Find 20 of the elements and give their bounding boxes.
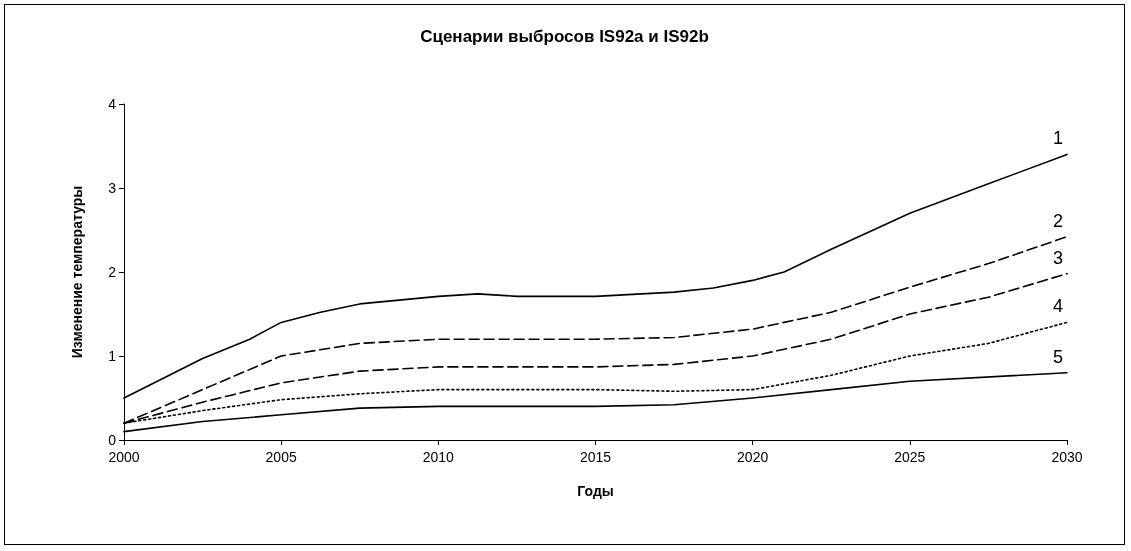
y-axis-title: Изменение температуры	[69, 185, 85, 359]
y-tick-label: 3	[108, 180, 117, 196]
x-axis-title: Годы	[577, 483, 614, 499]
x-tick-label: 2010	[422, 449, 455, 465]
y-tick-label: 4	[108, 96, 117, 112]
series-label: 2	[1053, 210, 1064, 231]
x-tick-label: 2005	[265, 449, 297, 465]
series-label: 3	[1053, 247, 1064, 268]
y-tick-label: 2	[108, 264, 117, 280]
x-tick-label: 2000	[108, 449, 140, 465]
x-tick-label: 2015	[579, 449, 612, 465]
series-label: 5	[1053, 346, 1064, 367]
series-label: 4	[1053, 296, 1064, 317]
series-label: 1	[1053, 128, 1064, 149]
x-tick-label: 2030	[1051, 449, 1083, 465]
y-tick-label: 0	[108, 432, 117, 448]
x-tick-label: 2020	[737, 449, 769, 465]
chart-title: Сценарии выбросов IS92a и IS92b	[420, 27, 709, 46]
y-tick-label: 1	[108, 348, 117, 364]
x-tick-label: 2025	[894, 449, 926, 465]
